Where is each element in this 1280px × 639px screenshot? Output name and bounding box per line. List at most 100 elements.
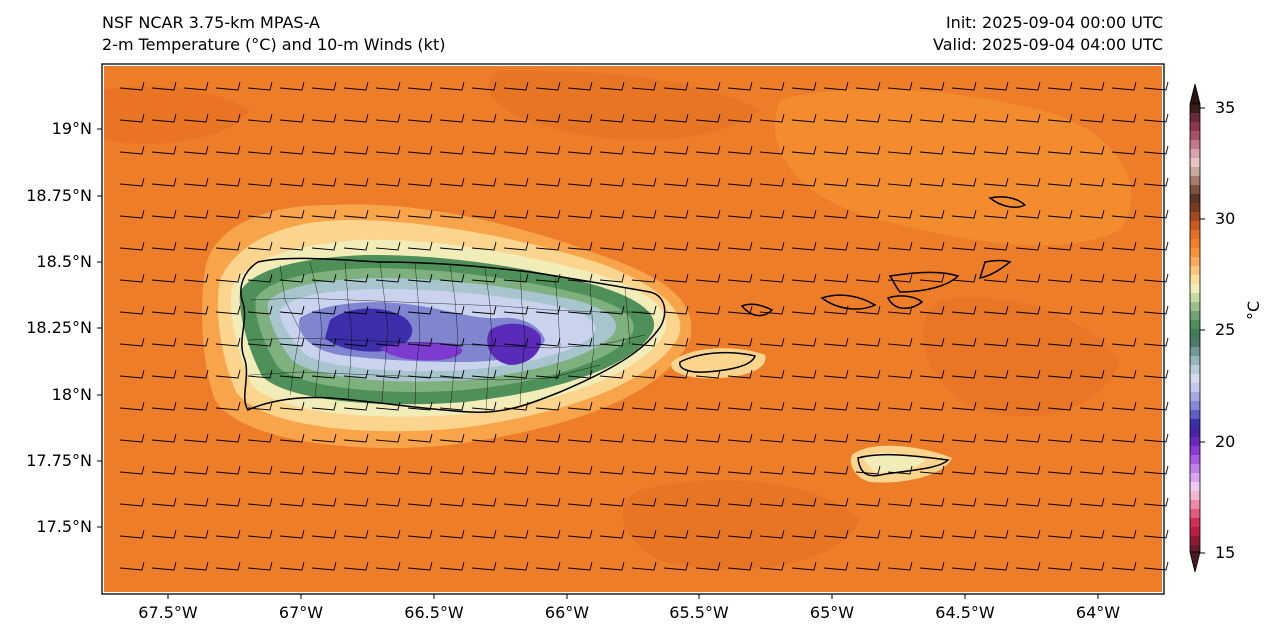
wind-barb bbox=[951, 209, 977, 219]
wind-barb bbox=[1047, 465, 1073, 475]
wind-barb bbox=[375, 209, 401, 219]
wind-barb bbox=[599, 81, 625, 91]
wind-barb bbox=[695, 209, 721, 219]
wind-barb bbox=[791, 369, 817, 379]
wind-barb bbox=[215, 401, 241, 411]
wind-barb bbox=[599, 369, 625, 379]
wind-barb bbox=[567, 81, 593, 91]
colorbar-tick-30: 30 bbox=[1215, 209, 1236, 228]
wind-barb bbox=[631, 369, 657, 379]
wind-barb bbox=[727, 113, 753, 123]
wind-barb bbox=[279, 177, 305, 187]
wind-barb bbox=[1079, 81, 1105, 91]
wind-barb bbox=[791, 529, 817, 539]
colorbar-tick-15: 15 bbox=[1215, 543, 1236, 562]
wind-barb bbox=[599, 433, 625, 443]
wind-barb bbox=[727, 561, 753, 571]
wind-barb bbox=[535, 337, 561, 347]
wind-barb bbox=[119, 465, 145, 475]
wind-barb bbox=[247, 433, 273, 443]
wind-barb bbox=[727, 81, 753, 91]
wind-barb bbox=[151, 145, 177, 155]
wind-barb bbox=[983, 177, 1009, 187]
wind-barb bbox=[247, 273, 273, 283]
wind-barb bbox=[1111, 81, 1137, 91]
wind-barb bbox=[727, 401, 753, 411]
wind-barb bbox=[471, 337, 497, 347]
wind-barb bbox=[1079, 241, 1105, 251]
wind-barb bbox=[535, 497, 561, 507]
wind-barb bbox=[887, 529, 913, 539]
wind-barb bbox=[599, 209, 625, 219]
wind-barb bbox=[695, 369, 721, 379]
wind-barb bbox=[887, 465, 913, 475]
wind-barb bbox=[791, 81, 817, 91]
wind-barb bbox=[1143, 305, 1169, 315]
wind-barb bbox=[407, 401, 433, 411]
wind-barb bbox=[503, 497, 529, 507]
wind-barb bbox=[439, 497, 465, 507]
wind-barb bbox=[151, 113, 177, 123]
wind-barb bbox=[439, 113, 465, 123]
lon-label-64-5: 64.5°W bbox=[935, 603, 995, 622]
temp-band-19 bbox=[325, 308, 413, 352]
wind-barb bbox=[855, 113, 881, 123]
wind-barb bbox=[631, 241, 657, 251]
wind-barb bbox=[599, 113, 625, 123]
wind-barb bbox=[855, 241, 881, 251]
wind-barb bbox=[375, 273, 401, 283]
wind-barb bbox=[631, 273, 657, 283]
wind-barb bbox=[1143, 273, 1169, 283]
wind-barb bbox=[503, 401, 529, 411]
init-time: Init: 2025-09-04 00:00 UTC bbox=[945, 13, 1163, 32]
colorbar-unit-label: °C bbox=[1244, 300, 1263, 320]
wind-barb bbox=[503, 241, 529, 251]
wind-barb bbox=[503, 145, 529, 155]
wind-barb bbox=[1079, 433, 1105, 443]
wind-barb bbox=[1015, 145, 1041, 155]
wind-barb bbox=[247, 241, 273, 251]
wind-barb bbox=[567, 209, 593, 219]
wind-barb bbox=[663, 81, 689, 91]
wind-barb bbox=[695, 561, 721, 571]
wind-barb bbox=[599, 305, 625, 315]
wind-barb bbox=[727, 433, 753, 443]
wind-barb bbox=[727, 305, 753, 315]
cool-patch bbox=[622, 480, 860, 570]
wind-barb bbox=[791, 113, 817, 123]
wind-barb bbox=[727, 209, 753, 219]
wind-barb bbox=[279, 433, 305, 443]
wind-barb bbox=[183, 241, 209, 251]
wind-barb bbox=[503, 561, 529, 571]
wind-barb bbox=[407, 113, 433, 123]
wind-barb bbox=[407, 497, 433, 507]
wind-barb bbox=[1143, 81, 1169, 91]
colorbar-lower-extend bbox=[1189, 551, 1201, 573]
wind-barb bbox=[791, 401, 817, 411]
wind-barb bbox=[1047, 113, 1073, 123]
wind-barb bbox=[119, 177, 145, 187]
wind-barb bbox=[1143, 209, 1169, 219]
wind-barb bbox=[343, 401, 369, 411]
wind-barb bbox=[727, 369, 753, 379]
wind-barb bbox=[503, 209, 529, 219]
colorbar-tick-25: 25 bbox=[1215, 320, 1236, 339]
wind-barb bbox=[599, 465, 625, 475]
wind-barb bbox=[183, 337, 209, 347]
wind-barb bbox=[183, 561, 209, 571]
wind-barb bbox=[727, 465, 753, 475]
coastlines bbox=[240, 196, 1027, 477]
wind-barb bbox=[759, 305, 785, 315]
wind-barb bbox=[887, 209, 913, 219]
wind-barb bbox=[375, 401, 401, 411]
wind-barb bbox=[1015, 529, 1041, 539]
wind-barb bbox=[183, 113, 209, 123]
wind-barb bbox=[759, 529, 785, 539]
lat-label-17-5: 17.5°N bbox=[36, 517, 92, 536]
wind-barb bbox=[471, 81, 497, 91]
wind-barb bbox=[343, 369, 369, 379]
wind-barb bbox=[791, 241, 817, 251]
wind-barb bbox=[471, 241, 497, 251]
wind-barb bbox=[567, 497, 593, 507]
wind-barb bbox=[695, 497, 721, 507]
